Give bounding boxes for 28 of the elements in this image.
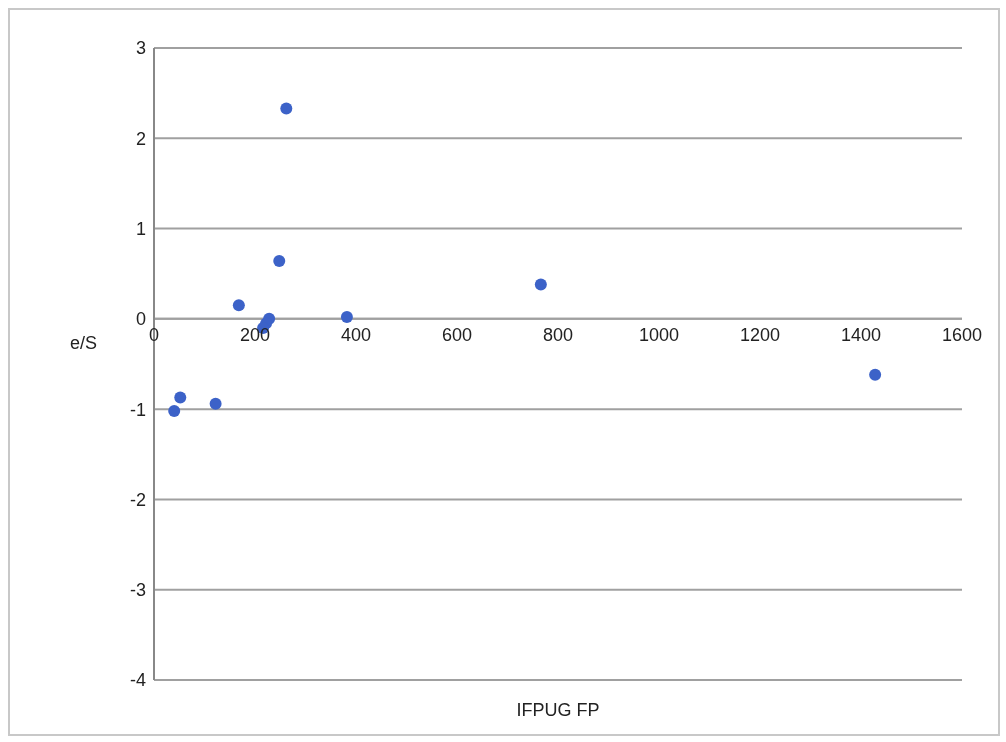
point	[174, 391, 187, 404]
x-tick-label: 400	[340, 324, 372, 345]
point	[232, 299, 245, 312]
y-tick-label: -3	[129, 580, 146, 601]
point	[340, 311, 353, 324]
x-tick-label: 600	[441, 324, 473, 345]
x-axis-title: IFPUG FP	[516, 700, 600, 720]
x-tick-label: 1400	[840, 324, 882, 345]
x-tick-label: 1600	[941, 324, 983, 345]
x-tick-label: 800	[542, 324, 574, 345]
point	[168, 404, 181, 417]
x-tick-label: 1000	[638, 324, 680, 345]
y-tick-label: -4	[129, 670, 146, 691]
x-tick-label: 1200	[739, 324, 781, 345]
y-tick-label: -1	[129, 399, 146, 420]
point	[280, 102, 293, 115]
y-tick-label: -2	[129, 489, 146, 510]
point	[209, 397, 222, 410]
y-tick-label: 3	[135, 38, 146, 59]
y-tick-label: 0	[135, 309, 146, 330]
point	[273, 255, 286, 268]
x-tick-label: 200	[239, 324, 271, 345]
point	[869, 368, 882, 381]
y-tick-label: 1	[135, 218, 146, 239]
x-tick-label: 0	[148, 324, 160, 345]
y-axis-title: e/S	[70, 333, 98, 354]
y-tick-label: 2	[135, 128, 146, 149]
point	[534, 278, 547, 291]
